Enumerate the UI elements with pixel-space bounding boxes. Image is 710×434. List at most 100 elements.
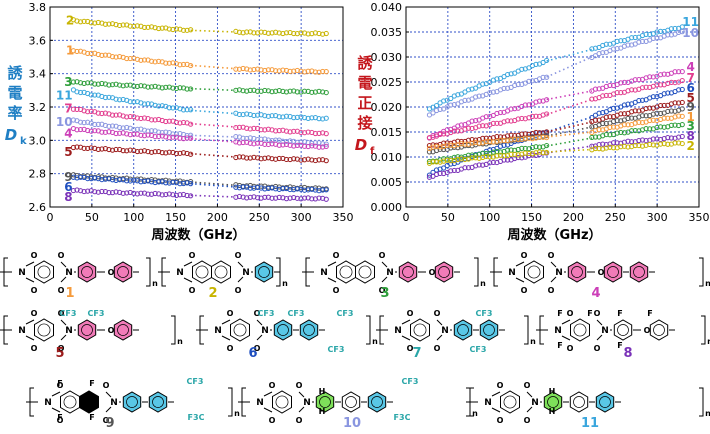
data-point [127,132,133,138]
data-point [106,129,112,135]
nitrogen-label: N [441,326,449,336]
ring-outline [524,260,544,284]
oxygen-label: O [497,416,504,425]
data-point [163,191,169,198]
nitrogen-label: N [484,398,492,408]
oxygen-label: O [227,344,234,353]
nitrogen-label: N [303,398,311,408]
data-point [444,157,450,163]
data-point [676,140,682,146]
bond [60,276,67,283]
gridlines [50,7,343,207]
bracket [524,315,529,345]
data-point [469,155,475,161]
data-point [163,118,169,125]
data-point [458,156,465,162]
data-point [544,57,550,64]
data-point [522,102,528,108]
data-point [166,26,172,32]
data-point [639,38,646,45]
data-point [262,155,268,161]
data-point [294,89,300,95]
ring-aromatic [402,266,414,278]
benzene-ring [629,261,649,283]
benzene-ring [113,261,133,283]
ring-aromatic [117,324,129,336]
data-point [77,119,84,125]
bracket [171,315,176,345]
data-point [265,126,271,132]
data-point [639,137,646,143]
oxygen-label: O [524,416,531,425]
data-point [188,181,194,187]
data-point [316,144,322,150]
data-point [106,123,112,129]
data-point [152,133,158,140]
oxygen-label: O [567,344,574,353]
bond [263,407,273,413]
data-point [254,140,261,146]
data-point [650,136,656,142]
ring-outline [79,390,99,414]
data-point [294,195,300,201]
data-point [240,184,246,190]
bond [596,334,603,341]
data-point [156,25,162,32]
benzene-ring [113,319,133,341]
data-point [70,79,77,85]
series-3 [70,79,329,96]
data-point [483,150,489,157]
data-point [92,189,98,195]
oxygen-label: O [548,286,555,295]
data-point [236,140,243,146]
series-label: 2 [66,13,74,27]
data-point [448,161,454,167]
data-point [269,30,275,36]
data-point [448,142,454,148]
ring-aromatic [503,395,517,409]
data-point [625,144,631,150]
data-point [92,175,98,181]
series-3 [426,122,685,165]
series-label: 6 [64,180,72,194]
data-point [141,57,148,63]
data-point [247,87,253,93]
data-point [526,135,532,141]
data-point [679,86,685,93]
ring-aromatic [345,396,357,408]
data-point [600,141,606,147]
data-point [127,178,133,184]
data-point [490,159,496,166]
series-label: 9 [686,100,694,114]
data-point [480,123,486,129]
series-1 [426,113,685,152]
data-point [170,131,176,137]
data-point [610,140,617,146]
connector-5 [546,121,593,133]
data-point [448,158,454,164]
data-point [614,140,620,146]
oxygen-label: O [269,381,276,390]
ring-outline [453,319,473,341]
ring-aromatic [573,396,585,408]
data-point [643,105,649,112]
series-4 [426,68,685,141]
data-point [173,119,180,125]
data-point [244,29,250,35]
data-point [134,115,140,121]
repeat-n: n [234,409,240,418]
data-point [184,132,190,139]
series-2 [70,17,329,37]
data-point [124,55,130,62]
data-point [88,128,94,134]
bond [515,277,525,283]
series-layer [70,17,329,202]
x-tick-label: 250 [249,211,270,224]
data-point [497,152,504,158]
data-point [323,115,329,121]
oxygen-label: O [594,344,601,353]
data-point [262,87,268,94]
connector-7 [190,122,236,128]
data-point [152,117,158,123]
